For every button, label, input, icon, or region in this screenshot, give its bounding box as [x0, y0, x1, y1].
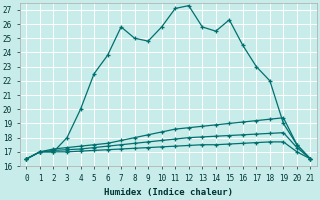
X-axis label: Humidex (Indice chaleur): Humidex (Indice chaleur) — [104, 188, 233, 197]
